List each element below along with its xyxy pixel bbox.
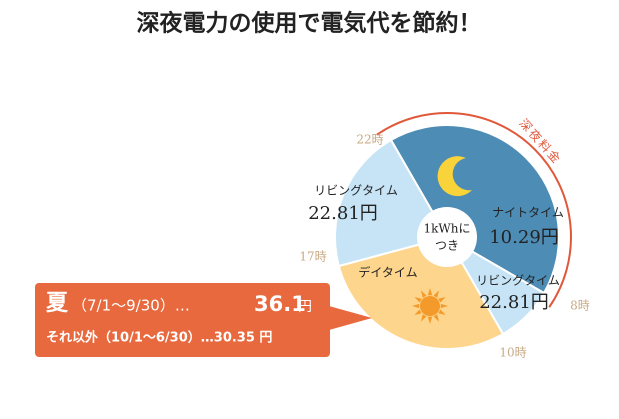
sun-ray [438,309,446,315]
segment [389,124,560,295]
callout: 夏 （7/1～9/30）… 36.1 円 それ以外（10/1～6/30）…30.… [35,283,372,357]
segment-label: デイタイム [358,265,417,280]
summer-price: 36.1 [254,292,306,316]
sun-ray [433,314,439,322]
moon-icon [437,156,472,197]
center-label: 1kWhに [424,222,471,236]
other-period: それ以外（10/1～6/30）…30.35 円 [46,330,272,346]
hour-label: 8時 [570,299,590,313]
sun-ray [414,309,422,315]
segment-price: 10.29円 [489,227,559,248]
unit: 円 [298,299,312,315]
callout-pointer [329,306,372,330]
night-arc [376,112,572,308]
hour-label: 17時 [299,250,326,264]
segment-label: リビングタイム [314,184,398,198]
sun-icon [412,288,448,324]
period: （7/1～9/30）… [72,297,190,315]
segment [337,235,505,350]
center [417,207,477,267]
hour-label: 10時 [499,346,526,360]
sun-body [420,296,440,316]
callout-box [35,283,330,357]
sun-ray [421,314,427,322]
sun-ray [427,316,433,324]
sun-ray [440,303,448,309]
sun-ray [414,297,422,303]
hour-label: 22時 [356,133,383,147]
title: 深夜電力の使用で電気代を節約！ [137,10,482,37]
center-label: つき [435,239,459,253]
segment-label: リビングタイム [476,274,560,288]
season: 夏 [46,291,69,316]
sun-ray [427,288,433,296]
segment-price: 22.81円 [479,292,549,313]
sun-ray [433,290,439,298]
sun-ray [412,303,420,309]
sun-ray [421,290,427,298]
sun-ray [438,297,446,303]
segment-price: 22.81円 [308,203,378,224]
segment-label: ナイトタイム [492,206,564,220]
